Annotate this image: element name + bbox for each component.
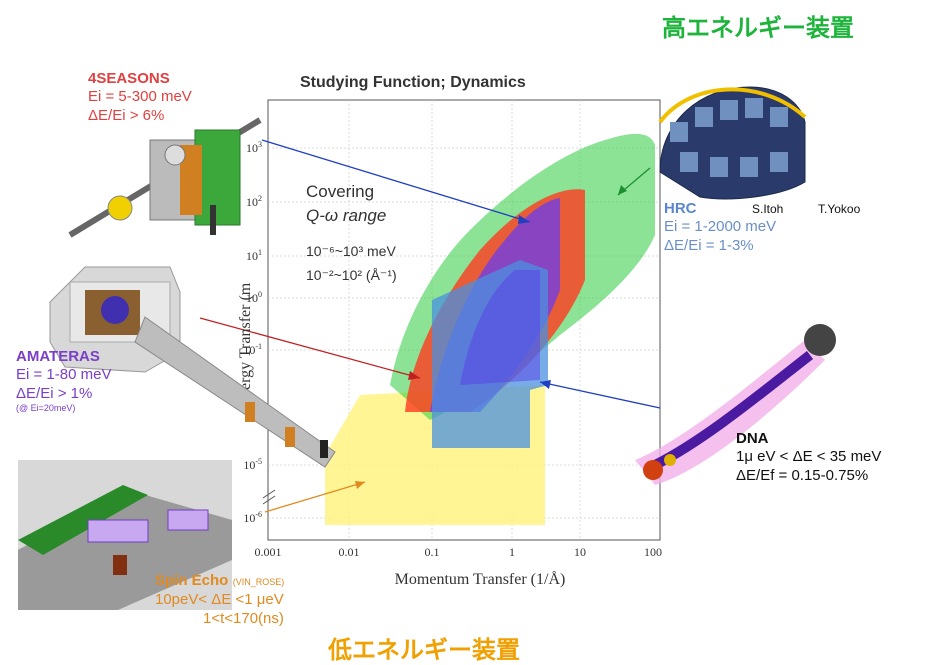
x-tick-label: 10 [574,545,586,559]
hrc-label: HRC Ei = 1-2000 meV ΔE/Ei = 1-3% [664,200,776,255]
x-tick-label: 0.001 [255,545,282,559]
dna-energy-range: 1μ eV < ΔE < 35 meV [736,448,882,465]
spin-echo-instrument-image [18,460,232,610]
high-energy-heading: 高エネルギー装置 [662,14,854,42]
dna-name: DNA [736,430,769,447]
hrc-instrument-image [658,86,807,200]
amateras-label: AMATERAS Ei = 1-80 meV ΔE/Ei > 1% (@ Ei=… [16,348,111,413]
hrc-resolution: ΔE/Ei = 1-3% [664,237,754,254]
x-axis-label: Momentum Transfer (1/Å) [395,570,566,588]
overlap-region [460,270,540,385]
spin-echo-time-range: 1<t<170(ns) [203,610,284,627]
y-axis-label: ergy Transfer (m [237,282,254,390]
amateras-name: AMATERAS [16,348,100,365]
dna-instrument-image [635,324,836,485]
y-tick-label: 10-6 [243,510,262,525]
x-tick-label: 0.01 [339,545,360,559]
hrc-ei: Ei = 1-2000 meV [664,218,777,235]
spin-echo-tag: (VIN_ROSE) [232,577,285,587]
credit-yokoo: T.Yokoo [818,202,861,216]
dna-resolution: ΔE/Ef = 0.15-0.75% [736,467,869,484]
x-tick-label: 0.1 [425,545,440,559]
spin-echo-label: Spin Echo (VIN_ROSE) 10peV< ΔE <1 μeV 1<… [155,572,284,628]
dna-label: DNA 1μ eV < ΔE < 35 meV ΔE/Ef = 0.15-0.7… [736,430,881,485]
covering-line1: Covering [306,182,375,201]
x-tick-label: 1 [509,545,515,559]
spin-echo-name: Spin Echo [155,572,229,589]
covering-line2: Q-ω range [306,206,387,225]
axis-break [262,489,276,505]
hrc-name: HRC [664,200,697,217]
amateras-resolution: ΔE/Ei > 1% [16,385,93,402]
seasons-instrument-image [68,117,262,238]
covering-line4: 10⁻²~10² (Å⁻¹) [306,267,397,283]
seasons-label: 4SEASONS Ei = 5-300 meV ΔE/Ei > 6% [88,70,192,125]
pointer-arrows [199,139,661,513]
seasons-ei: Ei = 5-300 meV [88,88,192,105]
amateras-instrument-image [49,266,336,468]
x-tick-label: 100 [644,545,662,559]
covering-line3: 10⁻⁶~10³ meV [306,243,396,259]
spin-echo-energy-range: 10peV< ΔE <1 μeV [155,591,284,608]
chart-title: Studying Function; Dynamics [300,74,526,91]
amateras-note: (@ Ei=20meV) [16,403,76,413]
seasons-resolution: ΔE/Ei > 6% [88,107,165,124]
low-energy-heading: 低エネルギー装置 [328,636,520,664]
seasons-name: 4SEASONS [88,70,170,87]
credit-itoh: S.Itoh [752,202,784,216]
amateras-ei: Ei = 1-80 meV [16,366,112,383]
